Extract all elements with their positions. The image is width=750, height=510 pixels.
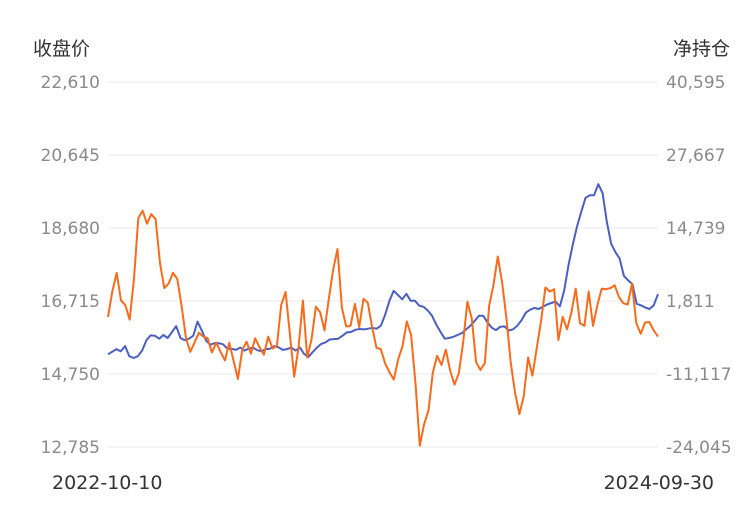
series-lines: [107, 183, 659, 447]
series-line-close: [107, 183, 659, 359]
left-tick-label: 14,750: [41, 365, 100, 385]
right-axis-title: 净持仓: [673, 38, 730, 60]
left-tick-label: 22,610: [41, 73, 100, 93]
left-tick-label: 12,785: [41, 438, 100, 458]
left-axis-ticks: 22,610 20,645 18,680 16,715 14,750 12,785: [41, 73, 100, 458]
series-line-net: [107, 209, 659, 447]
left-tick-label: 16,715: [41, 292, 100, 312]
right-tick-label: 40,595: [666, 73, 725, 93]
x-axis-ticks: 2022-10-10 2024-09-30: [52, 472, 714, 494]
right-tick-label: 27,667: [666, 146, 725, 166]
x-tick-label-start: 2022-10-10: [52, 472, 162, 494]
right-tick-label: 14,739: [666, 219, 725, 239]
right-axis-ticks: 40,595 27,667 14,739 1,811 -11,117 -24,045: [666, 73, 732, 458]
left-tick-label: 20,645: [41, 146, 100, 166]
right-tick-label: -11,117: [666, 365, 732, 385]
gridlines: [108, 81, 658, 448]
left-axis-title: 收盘价: [33, 38, 90, 60]
x-tick-label-end: 2024-09-30: [604, 472, 714, 494]
left-tick-label: 18,680: [41, 219, 100, 239]
right-tick-label: -24,045: [666, 438, 732, 458]
right-tick-label: 1,811: [666, 292, 715, 312]
